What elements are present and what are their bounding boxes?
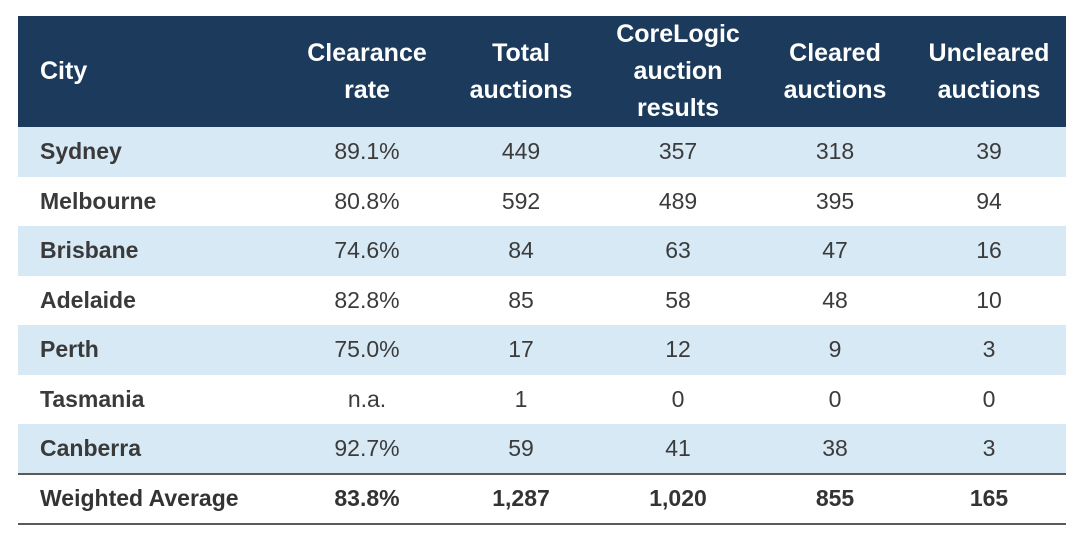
header-total-auctions: Total auctions — [444, 16, 598, 127]
uncleared-auctions-cell: 94 — [976, 187, 1002, 214]
header-line: CoreLogic — [616, 20, 740, 48]
table-row: Melbourne 80.8% 592 489 395 94 — [18, 176, 1066, 226]
header-city: City — [40, 57, 88, 85]
clearance-rate-cell: 89.1% — [334, 138, 400, 165]
table-row: Canberra 92.7% 59 41 38 3 — [18, 424, 1066, 474]
header-uncleared-auctions: Uncleared auctions — [912, 16, 1066, 127]
header-line: rate — [344, 75, 390, 104]
city-cell: Sydney — [40, 138, 122, 165]
total-auctions-cell: 592 — [501, 187, 541, 214]
corelogic-results-cell: 58 — [665, 286, 691, 313]
auction-results-table-container: City Clearance rate Total auctions CoreL… — [18, 16, 1066, 525]
corelogic-results-cell: 63 — [665, 237, 691, 264]
header-line: Uncleared — [928, 38, 1050, 67]
uncleared-auctions-cell: 0 — [982, 385, 996, 412]
header-line: auctions — [783, 75, 887, 104]
cleared-auctions-cell: 38 — [822, 434, 848, 461]
table-header-row: City Clearance rate Total auctions CoreL… — [18, 16, 1066, 127]
total-auctions-cell: 17 — [508, 336, 534, 363]
uncleared-auctions-cell: 10 — [976, 286, 1002, 313]
cleared-auctions-cell: 47 — [822, 237, 848, 264]
total-corelogic-results-cell: 1,020 — [649, 485, 707, 511]
city-cell: Tasmania — [40, 385, 145, 412]
header-clearance-rate: Clearance rate — [290, 16, 444, 127]
cleared-auctions-cell: 318 — [815, 138, 855, 165]
total-uncleared-cell: 165 — [969, 485, 1009, 511]
uncleared-auctions-cell: 16 — [976, 237, 1002, 264]
cleared-auctions-cell: 0 — [828, 385, 842, 412]
clearance-rate-cell: 82.8% — [334, 286, 400, 313]
table-row: Perth 75.0% 17 12 9 3 — [18, 325, 1066, 375]
total-auctions-cell: 449 — [501, 138, 541, 165]
header-line: auction — [633, 57, 723, 85]
corelogic-results-cell: 489 — [658, 187, 698, 214]
table-row: Sydney 89.1% 449 357 318 39 — [18, 127, 1066, 177]
total-auctions-cell: 59 — [508, 434, 534, 461]
total-label-cell: Weighted Average — [40, 485, 239, 511]
auction-results-table: City Clearance rate Total auctions CoreL… — [18, 16, 1066, 525]
header-line: auctions — [469, 75, 573, 104]
corelogic-results-cell: 41 — [665, 434, 691, 461]
clearance-rate-cell: 92.7% — [334, 434, 400, 461]
total-auctions-sum-cell: 1,287 — [492, 485, 550, 511]
uncleared-auctions-cell: 39 — [976, 138, 1002, 165]
weighted-average-row: Weighted Average 83.8% 1,287 1,020 855 1… — [18, 473, 1066, 524]
header-corelogic-results: CoreLogic auction results — [598, 16, 758, 127]
clearance-rate-cell: 74.6% — [334, 237, 400, 264]
total-cleared-cell: 855 — [815, 485, 855, 511]
corelogic-results-cell: 0 — [671, 385, 685, 412]
header-line: Clearance — [307, 38, 427, 67]
clearance-rate-cell: 80.8% — [334, 187, 400, 214]
header-line: Total — [492, 38, 550, 67]
city-cell: Adelaide — [40, 286, 136, 313]
total-clearance-rate-cell: 83.8% — [334, 485, 400, 511]
total-auctions-cell: 85 — [508, 286, 534, 313]
corelogic-results-cell: 12 — [665, 336, 691, 363]
cleared-auctions-cell: 48 — [822, 286, 848, 313]
table-row: Adelaide 82.8% 85 58 48 10 — [18, 275, 1066, 325]
cleared-auctions-cell: 9 — [828, 336, 842, 363]
table-row: Brisbane 74.6% 84 63 47 16 — [18, 226, 1066, 276]
uncleared-auctions-cell: 3 — [982, 434, 996, 461]
header-line: Cleared — [789, 38, 881, 67]
cleared-auctions-cell: 395 — [815, 187, 855, 214]
city-cell: Canberra — [40, 434, 141, 461]
city-cell: Brisbane — [40, 237, 139, 264]
total-auctions-cell: 1 — [514, 385, 528, 412]
header-cleared-auctions: Cleared auctions — [758, 16, 912, 127]
uncleared-auctions-cell: 3 — [982, 336, 996, 363]
city-cell: Melbourne — [40, 187, 157, 214]
clearance-rate-cell: 75.0% — [334, 336, 400, 363]
total-auctions-cell: 84 — [508, 237, 534, 264]
header-line: results — [637, 94, 719, 122]
clearance-rate-cell: n.a. — [347, 385, 387, 412]
header-line: auctions — [937, 75, 1041, 104]
corelogic-results-cell: 357 — [658, 138, 698, 165]
city-cell: Perth — [40, 336, 99, 363]
table-row: Tasmania n.a. 1 0 0 0 — [18, 374, 1066, 424]
